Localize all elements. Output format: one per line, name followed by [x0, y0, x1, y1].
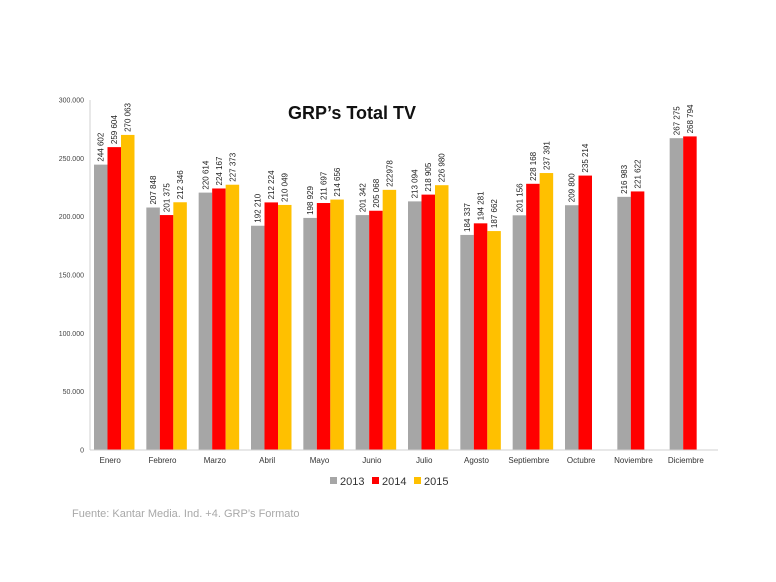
y-tick-label: 200.000	[59, 214, 84, 221]
data-label: 210 049	[281, 172, 290, 201]
bar-2014-septiembre	[526, 183, 540, 450]
bar-2014-abril	[264, 202, 278, 450]
x-axis: Enero Febrero Marzo Abril Mayo Junio Julio Agos…	[99, 456, 704, 465]
legend-swatch-2014	[372, 477, 379, 484]
bar-2013-junio	[355, 215, 370, 450]
bar-2014-febrero	[159, 215, 174, 450]
bar-2014-mayo	[316, 203, 331, 450]
y-tick-label: 300.000	[59, 98, 84, 105]
data-label: 211 697	[320, 171, 329, 200]
data-labels: 244 602 259 604 270 063 207 848 201 375 212 3…	[97, 102, 695, 231]
data-label: 224 167	[215, 156, 224, 185]
data-label: 212 346	[176, 170, 185, 199]
bar-2015-septiembre	[539, 173, 554, 451]
x-tick-label: Julio	[416, 456, 433, 465]
data-label: 244 602	[97, 132, 106, 161]
bar-2013-abril	[251, 225, 265, 450]
x-tick-label: Noviembre	[614, 456, 653, 465]
data-label: 198 929	[306, 185, 315, 214]
bar-2014-octubre	[578, 175, 592, 450]
bar-2013-febrero	[146, 207, 160, 450]
data-label: 192 210	[254, 193, 263, 222]
data-label: 207 848	[149, 175, 158, 204]
legend-swatch-2015	[414, 477, 421, 484]
legend-label-2013: 2013	[340, 476, 364, 488]
data-label: 187 662	[490, 199, 499, 228]
bar-2015-abril	[278, 204, 292, 450]
bar-2014-junio	[369, 210, 383, 450]
data-label: 201 342	[358, 183, 367, 212]
bar-2013-noviembre	[617, 196, 631, 450]
bar-2014-julio	[421, 194, 435, 450]
x-tick-label: Diciembre	[668, 456, 705, 465]
bar-2013-marzo	[198, 192, 213, 450]
bar-2015-junio	[382, 189, 397, 450]
y-tick-label: 150.000	[59, 273, 84, 280]
data-label: 184 337	[463, 202, 472, 231]
bar-2013-diciembre	[669, 138, 684, 450]
bars	[94, 134, 697, 451]
bar-2015-agosto	[487, 231, 501, 450]
x-tick-label: Enero	[99, 456, 121, 465]
y-axis: 0 50.000 100.000 150.000 200.000 250.000 300.0…	[59, 98, 84, 455]
data-label: 259 604	[110, 115, 119, 144]
bar-2013-octubre	[565, 205, 579, 450]
y-tick-label: 0	[80, 448, 84, 455]
data-label: 214 656	[333, 167, 342, 196]
bar-2013-enero	[94, 164, 108, 451]
bar-2015-mayo	[330, 199, 344, 450]
x-tick-label: Septiembre	[508, 456, 549, 465]
data-label: 237 391	[542, 141, 551, 170]
data-label: 227 373	[228, 152, 237, 181]
data-label: 226 980	[438, 153, 447, 182]
data-label: 209 800	[568, 173, 577, 202]
bar-2013-agosto	[460, 234, 474, 450]
legend-label-2014: 2014	[382, 476, 406, 488]
bar-2015-enero	[121, 134, 135, 450]
data-label: 201 156	[515, 183, 524, 212]
x-tick-label: Agosto	[464, 456, 489, 465]
x-tick-label: Junio	[362, 456, 382, 465]
x-tick-label: Mayo	[310, 456, 330, 465]
data-label: 216 983	[620, 164, 629, 193]
x-tick-label: Abril	[259, 456, 275, 465]
chart-title: GRP’s Total TV	[288, 103, 416, 123]
data-label: 268 794	[686, 104, 695, 133]
bar-2014-agosto	[473, 223, 488, 450]
bar-2014-marzo	[212, 188, 226, 450]
data-label: 221 622	[634, 159, 643, 188]
legend: 2013 2014 2015	[330, 476, 448, 488]
bar-2015-marzo	[225, 184, 240, 450]
legend-swatch-2013	[330, 477, 337, 484]
bar-2013-mayo	[303, 217, 317, 450]
data-label: 213 094	[411, 169, 420, 198]
y-tick-label: 100.000	[59, 331, 84, 338]
bar-2014-enero	[107, 147, 121, 450]
data-label: 194 281	[477, 191, 486, 220]
x-tick-label: Febrero	[148, 456, 177, 465]
data-label: 270 063	[124, 102, 133, 131]
x-tick-label: Marzo	[204, 456, 227, 465]
source-note: Fuente: Kantar Media. Ind. +4. GRP’s For…	[72, 508, 300, 520]
x-tick-label: Octubre	[567, 456, 596, 465]
bar-2014-diciembre	[683, 136, 697, 451]
data-label: 267 275	[672, 106, 681, 135]
data-label: 222978	[385, 160, 394, 187]
y-tick-label: 50.000	[63, 389, 85, 396]
bar-2015-febrero	[173, 202, 187, 450]
data-label: 212 224	[267, 170, 276, 199]
bar-2015-julio	[435, 185, 449, 450]
y-tick-label: 250.000	[59, 156, 84, 163]
data-label: 235 214	[581, 143, 590, 172]
data-label: 218 905	[424, 162, 433, 191]
data-label: 220 614	[201, 160, 210, 189]
legend-label-2015: 2015	[424, 476, 448, 488]
data-label: 228 168	[529, 151, 538, 180]
data-label: 205 068	[372, 178, 381, 207]
bar-2013-septiembre	[512, 215, 527, 450]
bar-2014-noviembre	[630, 191, 645, 451]
data-label: 201 375	[163, 183, 172, 212]
bar-2013-julio	[408, 201, 422, 450]
